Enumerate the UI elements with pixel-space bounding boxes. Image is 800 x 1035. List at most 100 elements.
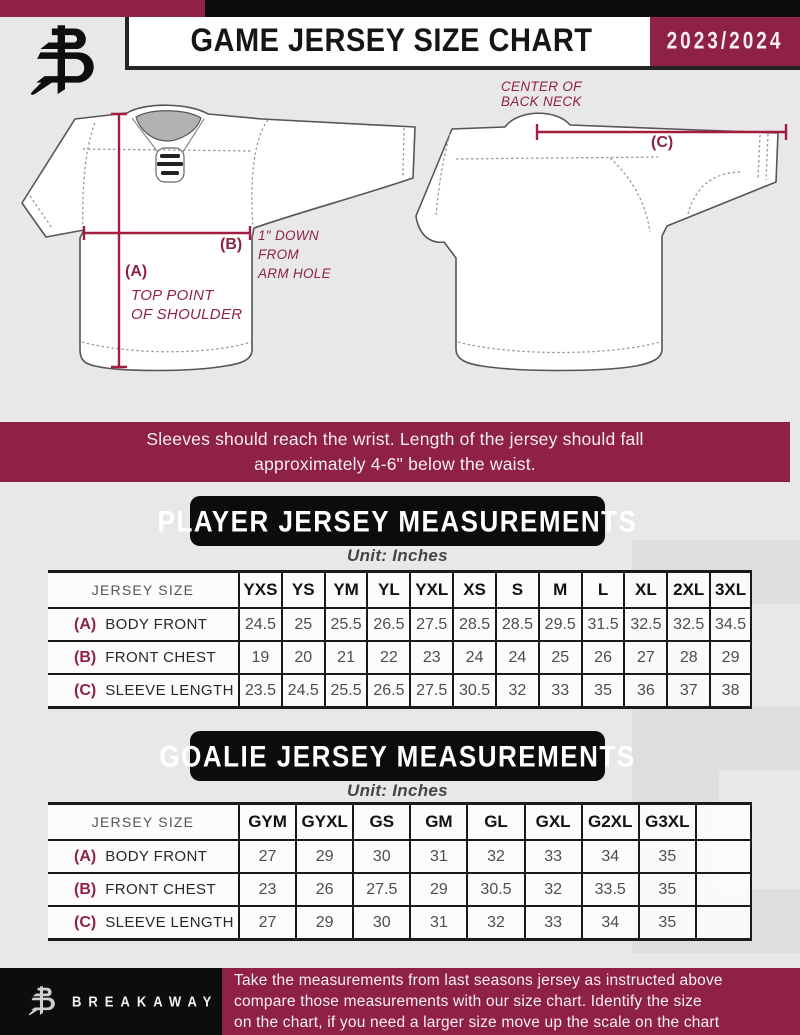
measure-key: (B) [74, 880, 97, 898]
page-title: GAME JERSEY SIZE CHART [190, 23, 593, 59]
measure-label: SLEEVE LENGTH [105, 914, 234, 931]
arm-hole-note: 1" DOWN FROM ARM HOLE [258, 228, 331, 281]
size-column-header: GL [466, 805, 524, 839]
fit-instruction-banner: Sleeves should reach the wrist. Length o… [0, 422, 790, 482]
banner-line: Sleeves should reach the wrist. Length o… [146, 429, 644, 449]
value-cell: 25.5 [323, 675, 367, 706]
row-label-cell: (C) SLEEVE LENGTH [48, 907, 238, 938]
size-column-header: YXS [238, 573, 281, 607]
size-column-header: GM [409, 805, 467, 839]
size-column-header: XL [623, 573, 667, 607]
measure-line-c [535, 124, 788, 140]
value-cell: 20 [280, 642, 324, 673]
value-cell: 24.5 [238, 609, 281, 640]
value-cell: 29.5 [537, 609, 581, 640]
value-cell: 30 [352, 841, 410, 872]
footer-line: on the chart, if you need a larger size … [234, 1014, 720, 1031]
measure-label: SLEEVE LENGTH [105, 682, 234, 699]
value-cell [694, 841, 752, 872]
measure-line-b [82, 226, 252, 240]
value-cell: 34.5 [709, 609, 752, 640]
measure-key: (A) [74, 847, 97, 865]
value-cell: 22 [366, 642, 410, 673]
value-cell: 27 [238, 841, 296, 872]
table-header-row: JERSEY SIZE YXS YS YM YL YXL XS S M L XL 2XL 3XL [48, 573, 752, 607]
size-column-header: YS [280, 573, 324, 607]
value-cell: 35 [637, 907, 695, 938]
goalie-measurements-table: JERSEY SIZE GYM GYXL GS GM GL GXL G2XL G3XL (A) BO… [48, 802, 752, 941]
breakaway-footer-logo-icon [28, 985, 55, 1015]
value-cell: 28.5 [494, 609, 538, 640]
value-cell: 32 [523, 874, 581, 905]
value-cell: 31.5 [580, 609, 624, 640]
measure-line-a [111, 112, 127, 369]
size-column-header: GXL [523, 805, 581, 839]
value-cell: 30 [352, 907, 410, 938]
size-column-header: 2XL [666, 573, 710, 607]
measure-label-a: (A) [125, 263, 148, 280]
size-column-header: YL [366, 573, 410, 607]
table-header-row: JERSEY SIZE GYM GYXL GS GM GL GXL G2XL G3XL [48, 805, 752, 839]
measure-key: (C) [74, 681, 97, 699]
value-cell [694, 907, 752, 938]
size-column-header: GS [352, 805, 410, 839]
top-strip-maroon [0, 0, 205, 17]
footer-brand-block: BREAKAWAY [0, 968, 222, 1035]
player-measurements-table: JERSEY SIZE YXS YS YM YL YXL XS S M L XL 2XL 3XL (A) B… [48, 570, 752, 709]
value-cell: 25 [280, 609, 324, 640]
value-cell: 27 [623, 642, 667, 673]
footer-line: compare those measurements with our size… [234, 993, 702, 1010]
measure-key: (A) [74, 615, 97, 633]
page-title-box: GAME JERSEY SIZE CHART [125, 17, 654, 66]
player-unit-label: Unit: Inches [347, 546, 448, 565]
breakaway-logo-icon [31, 25, 94, 95]
player-section-title: PLAYER JERSEY MEASUREMENTS [158, 496, 636, 546]
value-cell: 27.5 [409, 675, 453, 706]
value-cell: 28 [666, 642, 710, 673]
value-cell: 38 [709, 675, 752, 706]
back-jersey-outline [415, 112, 779, 372]
measure-label-b: (B) [220, 236, 243, 253]
center-back-neck-note: CENTER OF BACK NECK [501, 79, 582, 109]
row-label-cell: (B) FRONT CHEST [48, 642, 238, 673]
value-cell: 21 [323, 642, 367, 673]
measure-key: (B) [74, 648, 97, 666]
value-cell: 26 [295, 874, 353, 905]
measure-label: BODY FRONT [105, 848, 208, 865]
value-cell: 37 [666, 675, 710, 706]
value-cell: 35 [580, 675, 624, 706]
size-column-header: 3XL [709, 573, 752, 607]
table-row: (B) FRONT CHEST 19 20 21 22 23 24 24 25 26 27 28 29 [48, 640, 752, 673]
value-cell: 24.5 [280, 675, 324, 706]
table-row: (C) SLEEVE LENGTH 23.5 24.5 25.5 26.5 27.5 30.5… [48, 673, 752, 706]
table-row: (A) BODY FRONT 27 29 30 31 32 33 34 35 [48, 839, 752, 872]
value-cell: 26.5 [366, 609, 410, 640]
table-row: (C) SLEEVE LENGTH 27 29 30 31 32 33 34 35 [48, 905, 752, 938]
size-column-header: YM [323, 573, 367, 607]
value-cell: 25.5 [323, 609, 367, 640]
size-column-header: G3XL [637, 805, 695, 839]
size-column-header: GYXL [295, 805, 353, 839]
value-cell: 35 [637, 874, 695, 905]
value-cell: 26.5 [366, 675, 410, 706]
measure-label: FRONT CHEST [105, 881, 217, 898]
value-cell: 29 [295, 841, 353, 872]
size-column-header [694, 805, 752, 839]
measure-label: FRONT CHEST [105, 649, 217, 666]
season-badge: 2023/2024 [650, 17, 800, 66]
value-cell: 24 [452, 642, 495, 673]
size-label-header: JERSEY SIZE [48, 805, 238, 839]
row-label-cell: (A) BODY FRONT [48, 841, 238, 872]
value-cell: 24 [494, 642, 538, 673]
value-cell: 29 [295, 907, 353, 938]
value-cell: 32.5 [623, 609, 667, 640]
top-point-shoulder-note: TOP POINT OF SHOULDER [131, 287, 243, 323]
value-cell: 33.5 [580, 874, 638, 905]
value-cell: 33 [523, 907, 581, 938]
value-cell: 28.5 [452, 609, 495, 640]
value-cell: 27.5 [409, 609, 453, 640]
row-label-cell: (C) SLEEVE LENGTH [48, 675, 238, 706]
size-column-header: M [537, 573, 581, 607]
row-label-cell: (A) BODY FRONT [48, 609, 238, 640]
size-column-header: XS [452, 573, 495, 607]
